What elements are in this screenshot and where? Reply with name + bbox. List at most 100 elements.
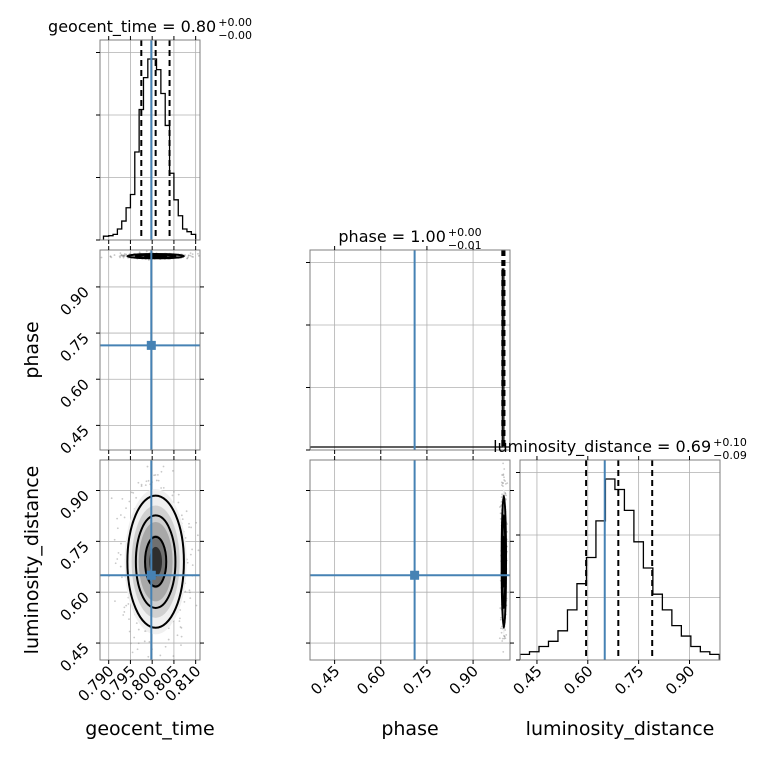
sample-point bbox=[501, 493, 504, 496]
sample-point bbox=[136, 648, 139, 651]
panel-content bbox=[520, 460, 720, 660]
sample-point bbox=[180, 514, 183, 517]
sample-point bbox=[185, 510, 188, 513]
y-tick-label: 0.60 bbox=[56, 588, 92, 624]
sample-point bbox=[119, 256, 121, 259]
sample-point bbox=[204, 256, 206, 258]
y-axis-label-phase: phase bbox=[21, 321, 43, 378]
sample-point bbox=[122, 254, 125, 257]
sample-point bbox=[132, 491, 135, 494]
sample-point bbox=[140, 483, 143, 486]
x-tick-label: 0.60 bbox=[353, 662, 389, 698]
sample-point bbox=[147, 479, 150, 482]
sample-point bbox=[502, 462, 505, 465]
sample-point bbox=[122, 255, 124, 257]
sample-point bbox=[122, 256, 125, 259]
panel-geocent_time-geocent_time: geocent_time = 0.80 +0.00−0.00 bbox=[48, 16, 252, 244]
sample-point bbox=[188, 522, 190, 525]
sample-point bbox=[503, 635, 506, 638]
histogram-geocent_time bbox=[102, 58, 197, 240]
sample-point bbox=[500, 501, 503, 503]
contour-line bbox=[134, 514, 177, 609]
sample-point bbox=[147, 655, 150, 658]
sample-point bbox=[502, 473, 505, 476]
truth-marker bbox=[146, 570, 156, 580]
sample-point bbox=[189, 254, 192, 257]
sample-point bbox=[125, 253, 128, 256]
sample-point bbox=[122, 254, 125, 257]
sample-point bbox=[504, 482, 507, 485]
sample-point bbox=[156, 473, 159, 476]
sample-point bbox=[122, 255, 125, 258]
y-axis-label-luminosity_distance: luminosity_distance bbox=[21, 466, 43, 655]
sample-point bbox=[501, 482, 504, 485]
panel-phase-phase: phase = 1.00 +0.00−0.01 bbox=[306, 226, 511, 454]
sample-point bbox=[503, 479, 506, 481]
sample-point bbox=[114, 600, 116, 603]
sample-point bbox=[123, 606, 126, 609]
sample-point bbox=[191, 255, 193, 258]
sample-point bbox=[195, 521, 198, 524]
sample-point bbox=[140, 485, 143, 488]
sample-point bbox=[504, 491, 507, 494]
sample-point bbox=[187, 254, 190, 257]
sample-point bbox=[499, 517, 502, 520]
sample-point bbox=[184, 590, 187, 593]
sample-point bbox=[500, 627, 502, 630]
panel-title-sub: −0.09 bbox=[713, 449, 747, 462]
sample-point bbox=[131, 651, 134, 654]
sample-point bbox=[173, 491, 175, 493]
panel-title-sup: +0.00 bbox=[218, 16, 252, 29]
sample-point bbox=[499, 512, 502, 515]
sample-point bbox=[110, 497, 113, 500]
x-tick-label: 0.75 bbox=[611, 662, 647, 698]
sample-point bbox=[119, 553, 122, 556]
sample-point bbox=[123, 254, 125, 257]
sample-point bbox=[159, 654, 162, 657]
panel-title-sub: −0.01 bbox=[448, 239, 482, 252]
y-tick-label: 0.90 bbox=[56, 283, 92, 319]
sample-point bbox=[179, 609, 182, 611]
sample-point bbox=[192, 256, 194, 258]
sample-point bbox=[157, 479, 160, 482]
sample-point bbox=[119, 565, 122, 568]
density-region bbox=[149, 546, 163, 577]
sample-point bbox=[129, 642, 132, 645]
y-tick-label: 0.75 bbox=[56, 537, 92, 573]
panel-content bbox=[102, 40, 197, 240]
sample-point bbox=[176, 634, 179, 637]
sample-point bbox=[189, 591, 191, 594]
sample-point bbox=[197, 252, 199, 255]
sample-point bbox=[500, 481, 503, 484]
sample-point bbox=[167, 638, 170, 641]
sample-point bbox=[179, 617, 181, 620]
panel-title: geocent_time = 0.80 +0.00−0.00 bbox=[48, 16, 252, 42]
sample-point bbox=[501, 637, 504, 640]
sample-point bbox=[506, 523, 509, 525]
x-tick-label: 0.90 bbox=[446, 662, 482, 698]
sample-point bbox=[145, 480, 148, 483]
panel-content bbox=[310, 460, 510, 660]
sample-point bbox=[189, 597, 192, 599]
sample-point bbox=[146, 465, 149, 468]
sample-point bbox=[499, 506, 501, 508]
x-tick-label: 0.90 bbox=[662, 662, 698, 698]
sample-point bbox=[181, 518, 184, 521]
sample-point bbox=[121, 576, 123, 579]
sample-point bbox=[128, 500, 131, 503]
sample-point bbox=[109, 255, 112, 258]
sample-point bbox=[177, 501, 180, 504]
sample-point bbox=[162, 486, 165, 489]
sample-point bbox=[135, 454, 137, 456]
sample-point bbox=[500, 616, 502, 619]
x-tick-label: 0.45 bbox=[509, 662, 545, 698]
panel-title-sup: +0.10 bbox=[713, 436, 747, 449]
sample-point bbox=[501, 625, 503, 628]
sample-point bbox=[162, 465, 165, 468]
x-axis-label-phase: phase bbox=[381, 718, 438, 740]
sample-point bbox=[135, 496, 138, 499]
panel-luminosity_distance-phase: 0.45 0.60 0.75 0.90 bbox=[306, 456, 514, 698]
contour-line bbox=[126, 494, 185, 629]
sample-point bbox=[500, 496, 503, 499]
sample-point bbox=[109, 255, 112, 258]
